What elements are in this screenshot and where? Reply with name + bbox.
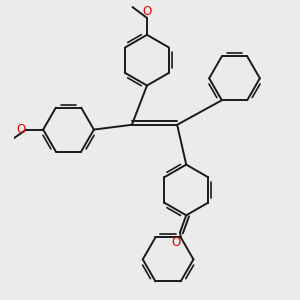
Text: O: O xyxy=(17,123,26,136)
Text: O: O xyxy=(142,4,152,18)
Text: O: O xyxy=(172,236,181,249)
